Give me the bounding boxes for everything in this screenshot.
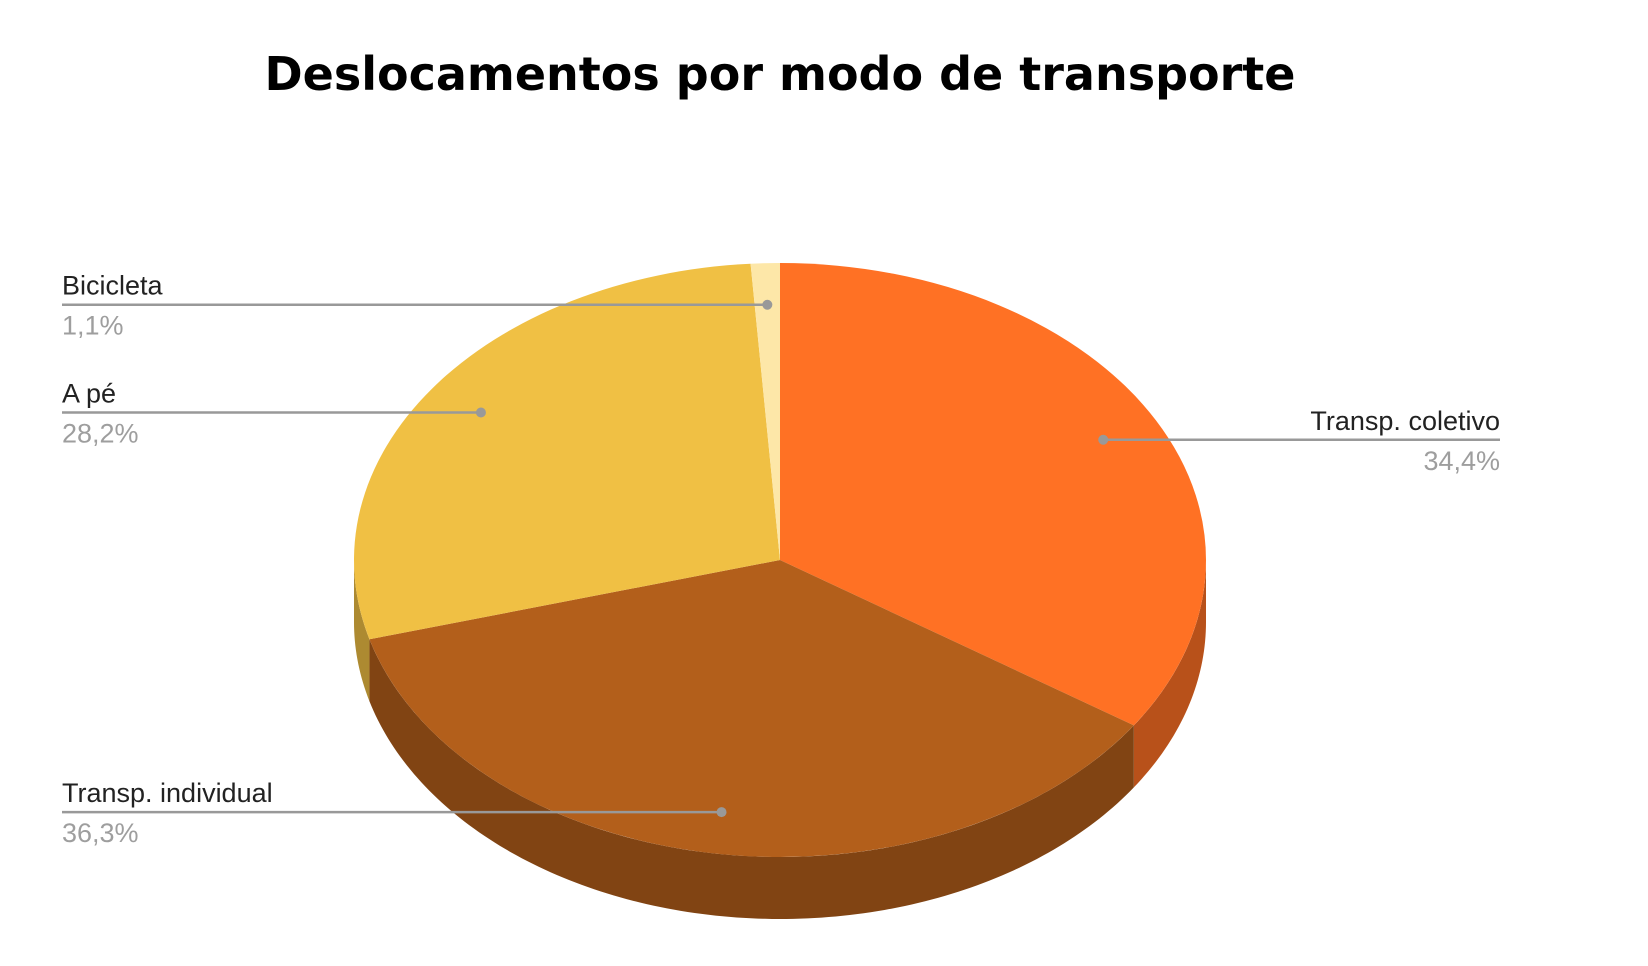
chart-title: Deslocamentos por modo de transporte [264, 47, 1295, 101]
slice-label-transp-individual: Transp. individual [62, 778, 273, 808]
leader-dot-bicicleta [762, 299, 773, 310]
pie-slice-a-p- [353, 263, 780, 640]
pie-side-a-p- [354, 560, 370, 702]
pie-depth-sides [354, 560, 1206, 919]
pie-side-transp-individual [369, 639, 1134, 919]
pie-slice-transp-individual [369, 560, 1134, 857]
slice-label-bicicleta: Bicicleta [62, 271, 164, 301]
pie-slice-transp-coletivo [780, 263, 1206, 726]
slice-value-transp-individual: 36,3% [62, 818, 139, 848]
slice-value-transp-coletivo: 34,4% [1423, 446, 1500, 476]
leader-dot-transp-coletivo [1098, 434, 1109, 445]
slice-label-transp-coletivo: Transp. coletivo [1310, 406, 1500, 436]
leader-dot-a-p- [475, 407, 486, 418]
pie-side-transp-coletivo [1133, 560, 1206, 788]
pie-slice-bicicleta [750, 263, 780, 560]
slice-labels: Transp. coletivo 34,4% Transp. individual 3… [62, 271, 1500, 848]
slice-label-a-p-: A pé [62, 378, 116, 408]
slice-value-bicicleta: 1,1% [62, 311, 124, 341]
pie-slices [353, 263, 1206, 857]
leader-dot-transp-individual [716, 807, 727, 818]
slice-value-a-p-: 28,2% [62, 418, 139, 448]
